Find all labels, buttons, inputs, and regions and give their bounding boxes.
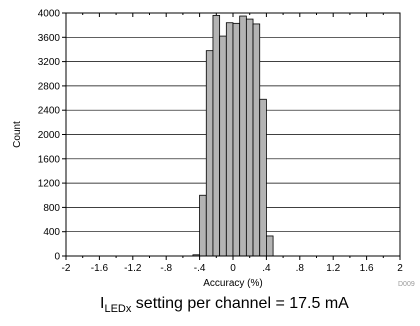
x-tick-label: -2 [62, 263, 71, 274]
histogram-bar [212, 15, 221, 257]
histogram-bar [225, 22, 234, 257]
x-tick-label: -.4 [194, 263, 206, 274]
histogram-bar [245, 18, 254, 257]
y-tick-label: 3600 [38, 33, 61, 44]
histogram-bar [259, 98, 267, 257]
x-tick-label: 2 [397, 263, 403, 274]
x-tick-label: 1.6 [360, 263, 374, 274]
figure-code: D009 [398, 281, 415, 288]
x-tick-label: .4 [262, 263, 271, 274]
y-tick-label: 2400 [38, 106, 61, 117]
caption-main: I [100, 295, 105, 312]
histogram-bar [232, 22, 241, 257]
histogram-bar [219, 35, 227, 257]
y-tick-label: 0 [54, 252, 60, 263]
x-tick-label: 1.2 [326, 263, 340, 274]
histogram-chart: -2 -1.6 -1.2 -.8 -.4 0 .4 .8 1.2 1.6 2 0 400 800 1200… [12, 9, 415, 290]
x-tick-label: .8 [296, 263, 305, 274]
y-tick-label: 4000 [38, 9, 61, 20]
y-tick-label: 400 [43, 227, 60, 238]
y-tick-label: 2000 [38, 130, 61, 141]
caption-subscript: LEDx [104, 303, 132, 316]
axis-ticks [62, 12, 401, 260]
x-tick-label: -.8 [160, 263, 172, 274]
y-tick-label: 1200 [38, 179, 61, 190]
histogram-bar [239, 15, 247, 257]
caption-rest: setting per channel = 17.5 mA [131, 295, 349, 312]
histogram-bars [192, 15, 274, 257]
x-tick-label: 0 [230, 263, 236, 274]
histogram-bar [205, 50, 214, 257]
x-tick-label: -1.6 [91, 263, 109, 274]
y-tick-label: 800 [43, 203, 60, 214]
y-tick-label: 1600 [38, 154, 61, 165]
histogram-bar [199, 194, 207, 257]
x-axis-title: Accuracy (%) [203, 278, 262, 289]
y-tick-label: 2800 [38, 81, 61, 92]
y-axis-title: Count [12, 121, 23, 148]
x-tick-label: -1.2 [124, 263, 142, 274]
y-tick-label: 3200 [38, 57, 61, 68]
y-tick-labels: 0 400 800 1200 1600 2000 2400 2800 3200 3600 4000 [38, 9, 61, 263]
x-tick-labels: -2 -1.6 -1.2 -.8 -.4 0 .4 .8 1.2 1.6 2 [62, 263, 404, 274]
histogram-bar [252, 23, 261, 257]
histogram-bar [265, 235, 274, 257]
